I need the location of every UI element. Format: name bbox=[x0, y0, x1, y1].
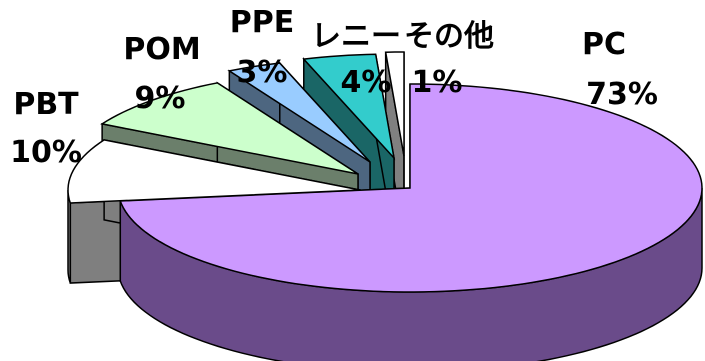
label-reni-value: 4% bbox=[341, 65, 392, 100]
label-other-value: 1% bbox=[412, 65, 463, 100]
pie-tops bbox=[67, 51, 703, 293]
slice-top-レニー bbox=[302, 53, 396, 161]
slice-top-その他 bbox=[384, 51, 405, 157]
label-pbt-value: 10% bbox=[10, 135, 82, 170]
label-ppe-name: PPE bbox=[230, 5, 294, 40]
label-pbt-name: PBT bbox=[13, 87, 79, 122]
label-pc-value: 73% bbox=[586, 77, 658, 112]
slice-top-POM bbox=[100, 82, 359, 175]
label-pom-name: POM bbox=[123, 32, 200, 67]
label-pom-value: 9% bbox=[135, 81, 186, 116]
label-reni-name: レニー bbox=[311, 19, 401, 54]
slice-top-PBT bbox=[67, 139, 361, 204]
slice-side-1-0 bbox=[67, 189, 72, 284]
label-ppe-value: 3% bbox=[237, 55, 288, 90]
label-pc-name: PC bbox=[582, 27, 626, 62]
pie-labels: PC 73% PBT 10% POM 9% PPE 3% レニー 4% その他 … bbox=[10, 5, 658, 170]
label-other-name: その他 bbox=[404, 19, 494, 54]
slice-top-PC bbox=[119, 83, 703, 293]
slice-top-PPE bbox=[227, 62, 371, 163]
